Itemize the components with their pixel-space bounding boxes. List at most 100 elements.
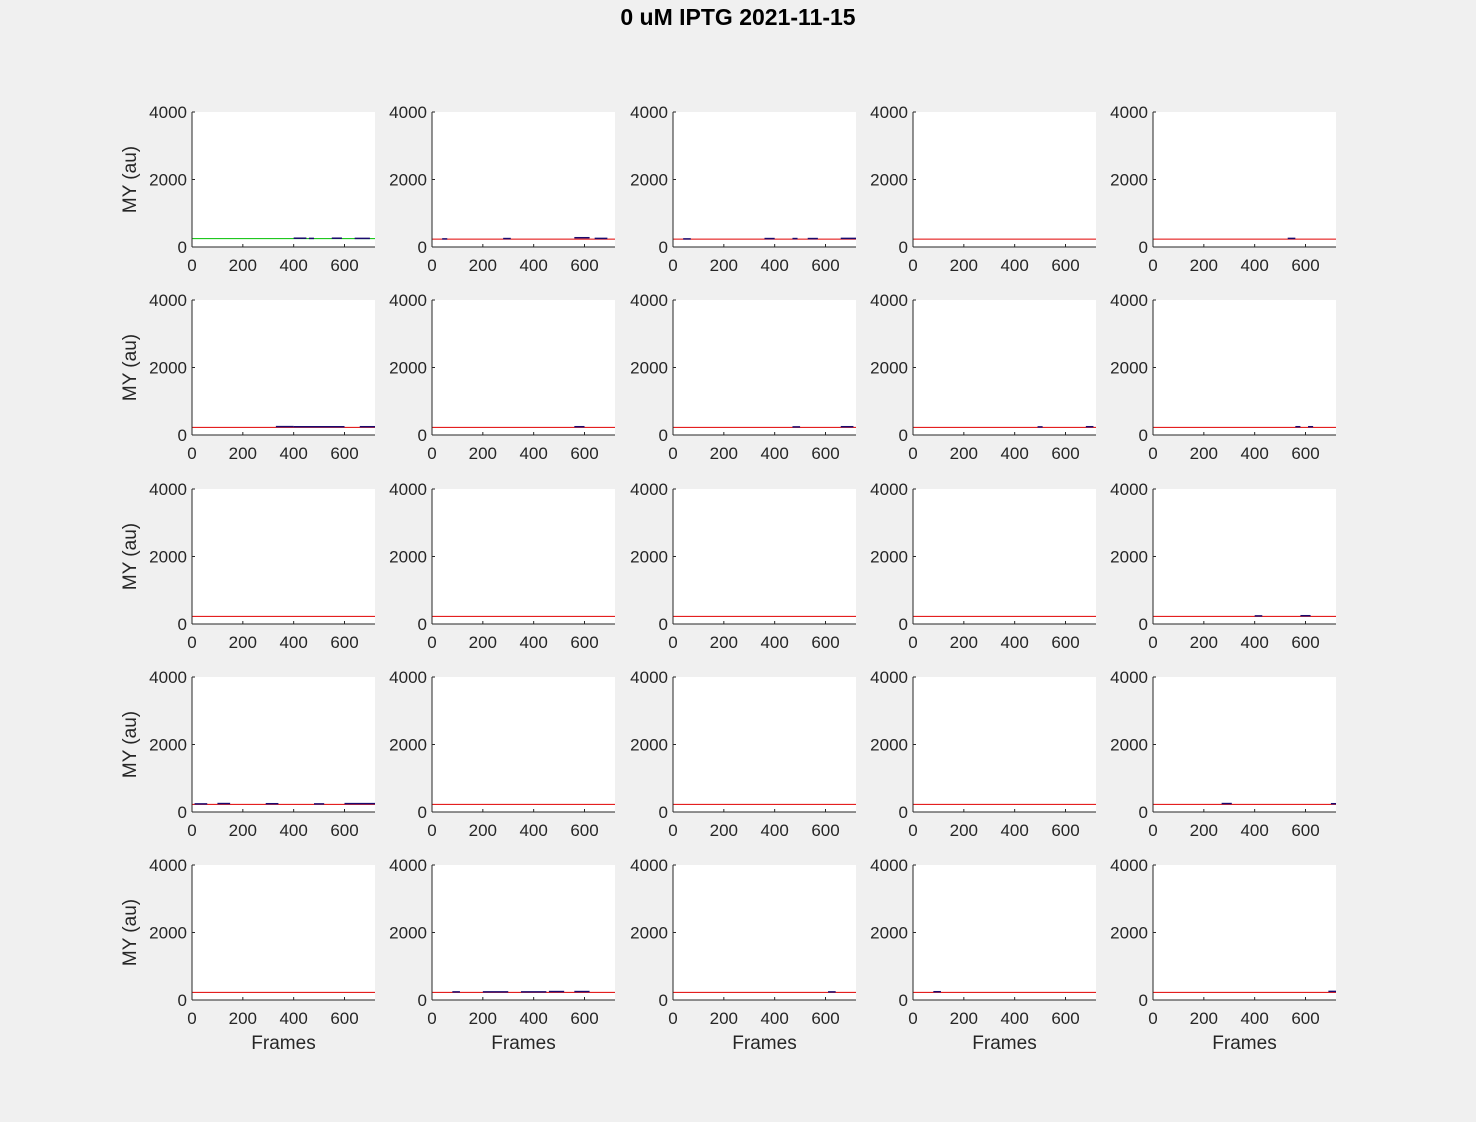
x-tick-label: 400 (1240, 633, 1268, 652)
y-tick-label: 2000 (149, 548, 187, 567)
x-tick-label: 400 (1000, 633, 1028, 652)
x-tick-label: 200 (469, 821, 497, 840)
data-layer (192, 425, 375, 428)
x-tick-label: 0 (187, 821, 196, 840)
axes-background (913, 489, 1096, 624)
data-layer (913, 425, 1096, 428)
x-tick-label: 0 (187, 444, 196, 463)
y-tick-label: 0 (899, 615, 908, 634)
subplot-4-5: 0 200 400 600 0 2000 4000 (1110, 668, 1336, 840)
axes-background (673, 489, 856, 624)
data-layer (432, 990, 615, 993)
y-tick-label: 4000 (389, 103, 427, 122)
y-tick-label: 4000 (149, 480, 187, 499)
y-tick-label: 2000 (149, 171, 187, 190)
x-axis-label: Frames (251, 1033, 315, 1054)
subplot-1-1: 0 200 400 600 0 2000 4000 MY (au) (120, 103, 375, 275)
x-tick-label: 400 (279, 256, 307, 275)
y-tick-label: 4000 (149, 291, 187, 310)
subplot-1-2: 0 200 400 600 0 2000 4000 (389, 103, 615, 275)
y-tick-label: 0 (418, 991, 427, 1010)
y-axis-label: MY (au) (120, 899, 141, 966)
figure-title: 0 uM IPTG 2021-11-15 (620, 4, 856, 30)
data-layer (673, 991, 856, 993)
y-tick-label: 4000 (1110, 480, 1148, 499)
axes-background (432, 112, 615, 247)
subplot-1-4: 0 200 400 600 0 2000 4000 (870, 103, 1096, 275)
x-tick-label: 200 (469, 1009, 497, 1028)
y-tick-label: 0 (418, 426, 427, 445)
x-tick-label: 0 (1148, 633, 1157, 652)
y-tick-label: 0 (418, 803, 427, 822)
x-tick-label: 600 (1291, 444, 1319, 463)
subplot-5-3: 0 200 400 600 0 2000 4000 Frames (630, 856, 856, 1054)
x-tick-label: 400 (760, 444, 788, 463)
y-axis-label: MY (au) (120, 334, 141, 401)
y-tick-label: 2000 (389, 359, 427, 378)
subplot-3-2: 0 200 400 600 0 2000 4000 (389, 480, 615, 652)
x-tick-label: 200 (950, 256, 978, 275)
data-layer (1153, 614, 1336, 617)
x-tick-label: 600 (1051, 444, 1079, 463)
x-tick-label: 200 (710, 1009, 738, 1028)
x-tick-label: 0 (187, 633, 196, 652)
y-tick-label: 4000 (389, 291, 427, 310)
axes-background (192, 865, 375, 1000)
y-tick-label: 2000 (1110, 359, 1148, 378)
subplot-3-5: 0 200 400 600 0 2000 4000 (1110, 480, 1336, 652)
axes-background (432, 300, 615, 435)
data-layer (1153, 990, 1336, 993)
x-tick-label: 600 (1291, 821, 1319, 840)
x-tick-label: 600 (811, 821, 839, 840)
y-tick-label: 4000 (870, 856, 908, 875)
x-tick-label: 600 (811, 256, 839, 275)
y-tick-label: 2000 (870, 924, 908, 943)
axes-background (673, 677, 856, 812)
axes-background (1153, 489, 1336, 624)
y-axis-label: MY (au) (120, 711, 141, 778)
y-tick-label: 0 (418, 238, 427, 257)
x-axis-label: Frames (491, 1033, 555, 1054)
x-tick-label: 200 (1190, 633, 1218, 652)
x-tick-label: 600 (330, 256, 358, 275)
y-tick-label: 0 (178, 426, 187, 445)
x-tick-label: 200 (1190, 1009, 1218, 1028)
subplot-4-2: 0 200 400 600 0 2000 4000 (389, 668, 615, 840)
x-tick-label: 400 (1240, 1009, 1268, 1028)
subplot-5-2: 0 200 400 600 0 2000 4000 Frames (389, 856, 615, 1054)
x-tick-label: 400 (760, 633, 788, 652)
x-tick-label: 400 (760, 256, 788, 275)
x-tick-label: 400 (1000, 444, 1028, 463)
y-tick-label: 0 (659, 238, 668, 257)
y-tick-label: 4000 (389, 480, 427, 499)
x-tick-label: 200 (1190, 256, 1218, 275)
y-tick-label: 2000 (149, 359, 187, 378)
x-tick-label: 600 (1291, 1009, 1319, 1028)
y-tick-label: 4000 (1110, 856, 1148, 875)
y-tick-label: 4000 (870, 291, 908, 310)
axes-background (1153, 677, 1336, 812)
x-tick-label: 600 (570, 1009, 598, 1028)
x-tick-label: 200 (710, 821, 738, 840)
y-tick-label: 0 (418, 615, 427, 634)
y-tick-label: 4000 (1110, 291, 1148, 310)
x-tick-label: 200 (469, 444, 497, 463)
x-tick-label: 600 (1051, 1009, 1079, 1028)
x-tick-label: 0 (1148, 1009, 1157, 1028)
y-tick-label: 0 (1139, 991, 1148, 1010)
axes-background (432, 865, 615, 1000)
y-tick-label: 2000 (149, 924, 187, 943)
x-tick-label: 600 (1051, 633, 1079, 652)
y-tick-label: 0 (899, 991, 908, 1010)
x-tick-label: 0 (1148, 821, 1157, 840)
data-layer (1153, 802, 1336, 805)
axes-background (192, 300, 375, 435)
y-tick-label: 2000 (870, 736, 908, 755)
y-tick-label: 2000 (870, 171, 908, 190)
y-tick-label: 2000 (389, 736, 427, 755)
x-axis-label: Frames (972, 1033, 1036, 1054)
data-layer (1153, 425, 1336, 428)
x-tick-label: 200 (710, 256, 738, 275)
subplot-2-4: 0 200 400 600 0 2000 4000 (870, 291, 1096, 463)
